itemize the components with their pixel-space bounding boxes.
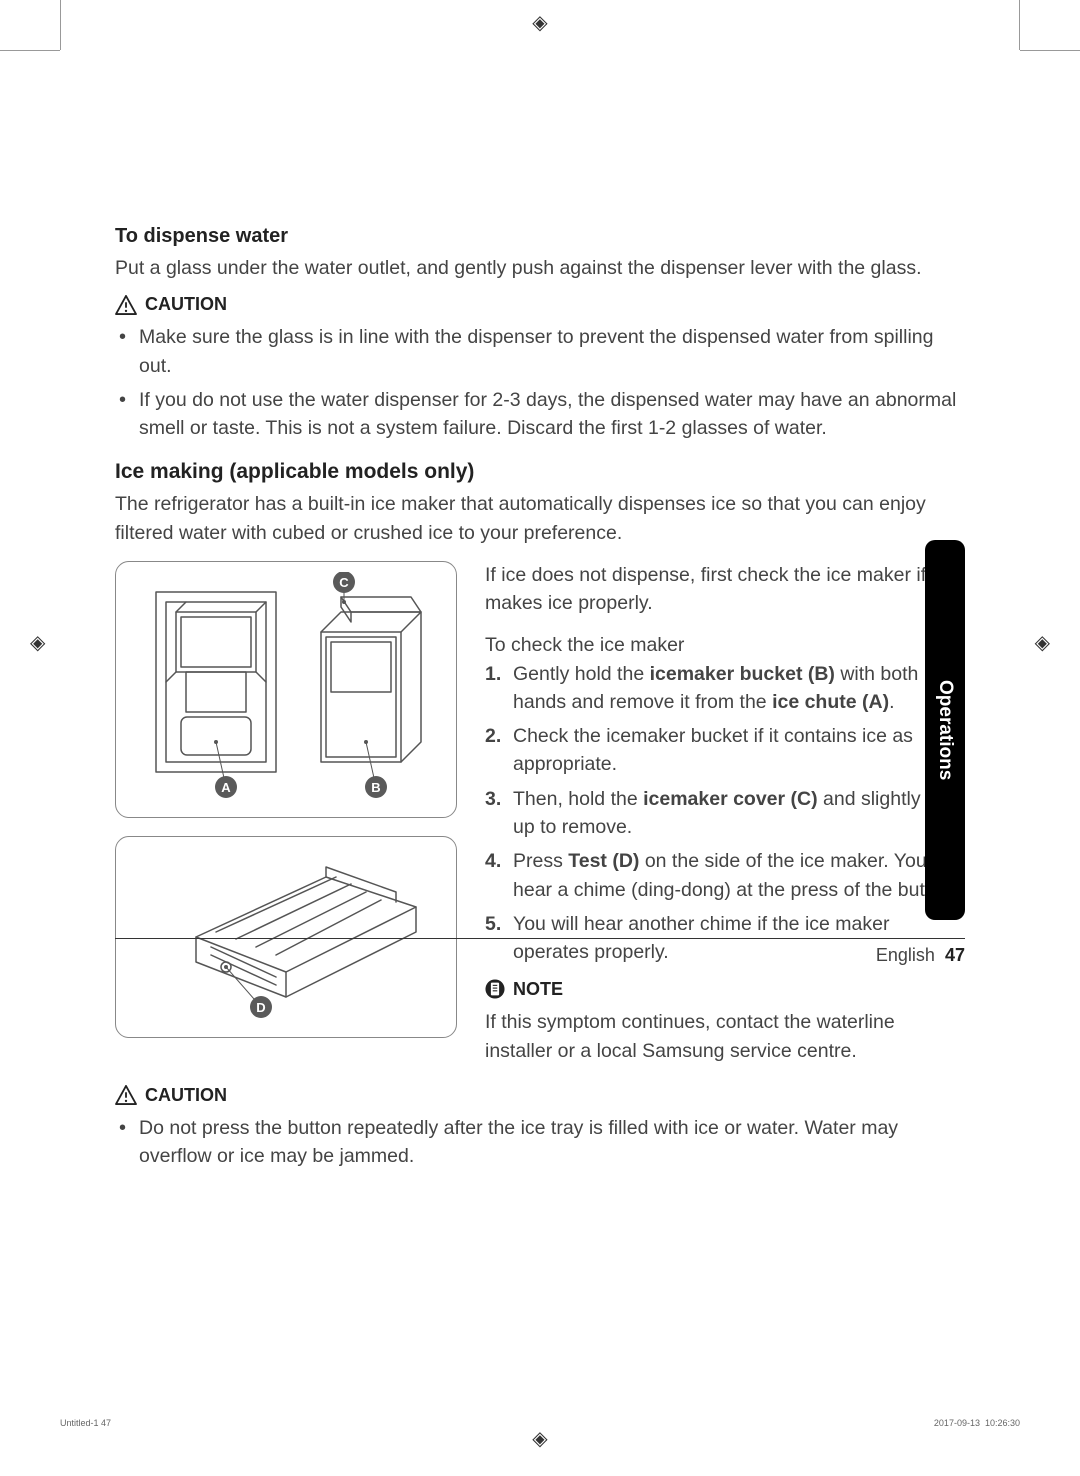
heading-ice-making: Ice making (applicable models only) — [115, 460, 965, 484]
caution-list-1: Make sure the glass is in line with the … — [115, 323, 965, 442]
caution-label: CAUTION — [145, 1085, 227, 1106]
para-if-no-dispense: If ice does not dispense, first check th… — [485, 561, 965, 618]
para-dispense: Put a glass under the water outlet, and … — [115, 254, 965, 282]
footer-language: English — [876, 945, 935, 965]
fig-label-a: A — [221, 780, 231, 795]
list-item: Do not press the button repeatedly after… — [139, 1114, 965, 1171]
note-callout: NOTE — [485, 978, 965, 1000]
meta-timestamp: 2017-09-13 ␷ 10:26:30 — [934, 1418, 1020, 1428]
caution-label: CAUTION — [145, 294, 227, 315]
list-item: Then, hold the icemaker cover (C) and sl… — [513, 785, 965, 842]
note-label: NOTE — [513, 979, 563, 1000]
fig-label-c: C — [339, 575, 349, 590]
heading-check-ice-maker: To check the ice maker — [485, 631, 965, 659]
caution-list-2: Do not press the button repeatedly after… — [115, 1114, 965, 1171]
list-item: Make sure the glass is in line with the … — [139, 323, 965, 380]
fig-label-d: D — [256, 1000, 265, 1015]
note-icon — [485, 978, 505, 1000]
footer-page-number: 47 — [945, 945, 965, 965]
side-tab-operations: Operations — [925, 540, 965, 920]
note-body: If this symptom continues, contact the w… — [485, 1008, 965, 1065]
page-footer: English 47 — [115, 910, 965, 966]
meta-filename: Untitled-1 47 — [60, 1418, 111, 1428]
list-item: Press Test (D) on the side of the ice ma… — [513, 847, 965, 904]
heading-dispense-water: To dispense water — [115, 225, 965, 248]
para-ice-intro: The refrigerator has a built-in ice make… — [115, 490, 965, 547]
list-item: Gently hold the icemaker bucket (B) with… — [513, 660, 965, 717]
figure-ice-chute: C A B — [115, 561, 457, 818]
caution-icon — [115, 1085, 137, 1105]
register-mark-bottom: ◈ — [532, 1426, 547, 1451]
caution-icon — [115, 295, 137, 315]
list-item: If you do not use the water dispenser fo… — [139, 386, 965, 443]
caution-callout: CAUTION — [115, 294, 965, 315]
list-item: Check the icemaker bucket if it contains… — [513, 722, 965, 779]
caution-callout-2: CAUTION — [115, 1085, 965, 1106]
fig-label-b: B — [371, 780, 380, 795]
